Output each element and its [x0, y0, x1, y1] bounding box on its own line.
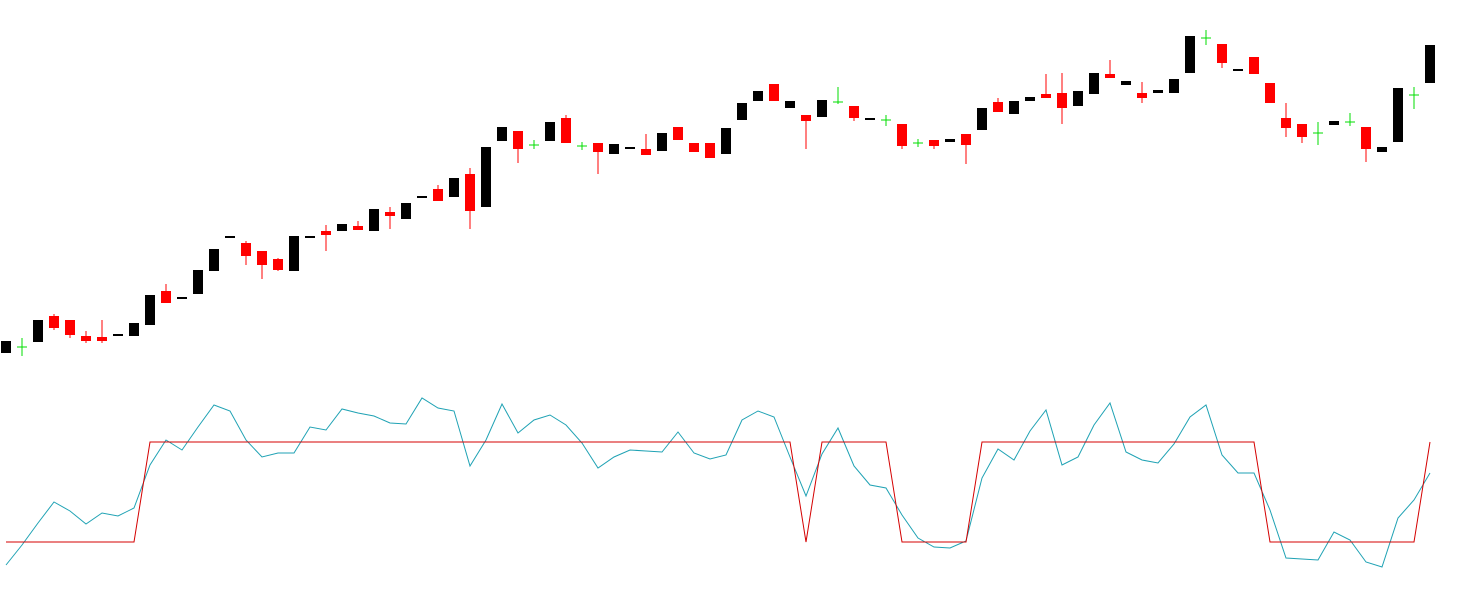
candle-body [417, 196, 427, 198]
candle-body [593, 143, 603, 152]
candle-body [1121, 81, 1131, 85]
candle-body [449, 178, 459, 197]
indicator-line [6, 441, 1431, 543]
candle-body [193, 270, 203, 294]
indicator-line [5, 397, 1431, 568]
candle-body [1361, 127, 1371, 149]
candle-body [1329, 121, 1339, 125]
candle-body [65, 320, 75, 335]
candle-body [209, 249, 219, 271]
candle-body [785, 101, 795, 108]
candle-body [145, 295, 155, 325]
candle-body [401, 203, 411, 219]
candle-body [1057, 93, 1067, 108]
candle-body [1089, 73, 1099, 94]
candle-body [657, 133, 667, 151]
candle-body [817, 100, 827, 117]
candle-body [321, 231, 331, 235]
candle-body [1233, 69, 1243, 71]
candle-body [929, 140, 939, 146]
candle-body [961, 134, 971, 145]
candle-body [1185, 36, 1195, 73]
candle-body [305, 236, 315, 238]
candle-body [673, 127, 683, 140]
candle-body [1041, 94, 1051, 98]
candle-body [353, 226, 363, 230]
candle-body [1009, 101, 1019, 114]
candle-body [97, 337, 107, 341]
candle-body [1297, 124, 1307, 137]
candle-body [433, 189, 443, 201]
candle-body [481, 147, 491, 207]
candle-body [689, 143, 699, 152]
candle-body [945, 139, 955, 142]
candle-body [609, 144, 619, 154]
candle-body [1137, 93, 1147, 98]
candle-body [737, 103, 747, 120]
candle-body [993, 102, 1003, 112]
candle-body [225, 236, 235, 238]
candle-body [257, 251, 267, 265]
candle-body [241, 243, 251, 256]
candle-body [81, 336, 91, 341]
candle-body [337, 224, 347, 231]
candle-body [1425, 45, 1435, 83]
candle-body [897, 124, 907, 146]
candle-body [545, 122, 555, 141]
candle-body [1153, 90, 1163, 93]
candle-body [385, 212, 395, 216]
candle-body [513, 131, 523, 149]
candle-body [1, 341, 11, 353]
candle-body [641, 149, 651, 155]
candle-body [465, 174, 475, 211]
candle-body [177, 297, 187, 299]
candle-body [1377, 147, 1387, 152]
candle-body [273, 259, 283, 270]
candle-body [1217, 44, 1227, 63]
candle-body [113, 334, 123, 336]
candle-body [161, 291, 171, 303]
candle-body [497, 127, 507, 141]
candle-body [561, 118, 571, 143]
candle-body [625, 147, 635, 149]
candle-body [129, 323, 139, 336]
candle-body [753, 91, 763, 101]
candle-body [1281, 118, 1291, 128]
candle-body [721, 128, 731, 154]
candle-body [49, 316, 59, 328]
candle-body [289, 236, 299, 271]
candle-body [33, 320, 43, 342]
candle-body [1105, 74, 1115, 78]
candle-body [1169, 79, 1179, 93]
candle-body [369, 209, 379, 231]
candle-body [1073, 91, 1083, 106]
candle-body [977, 108, 987, 130]
candle-body [801, 115, 811, 121]
candle-body [705, 143, 715, 158]
candle-body [1025, 97, 1035, 101]
candle-body [865, 118, 875, 120]
candle-body [769, 84, 779, 101]
candle-body [849, 106, 859, 118]
candle-body [1249, 57, 1259, 74]
candle-body [1393, 88, 1403, 142]
candle-body [1265, 83, 1275, 103]
